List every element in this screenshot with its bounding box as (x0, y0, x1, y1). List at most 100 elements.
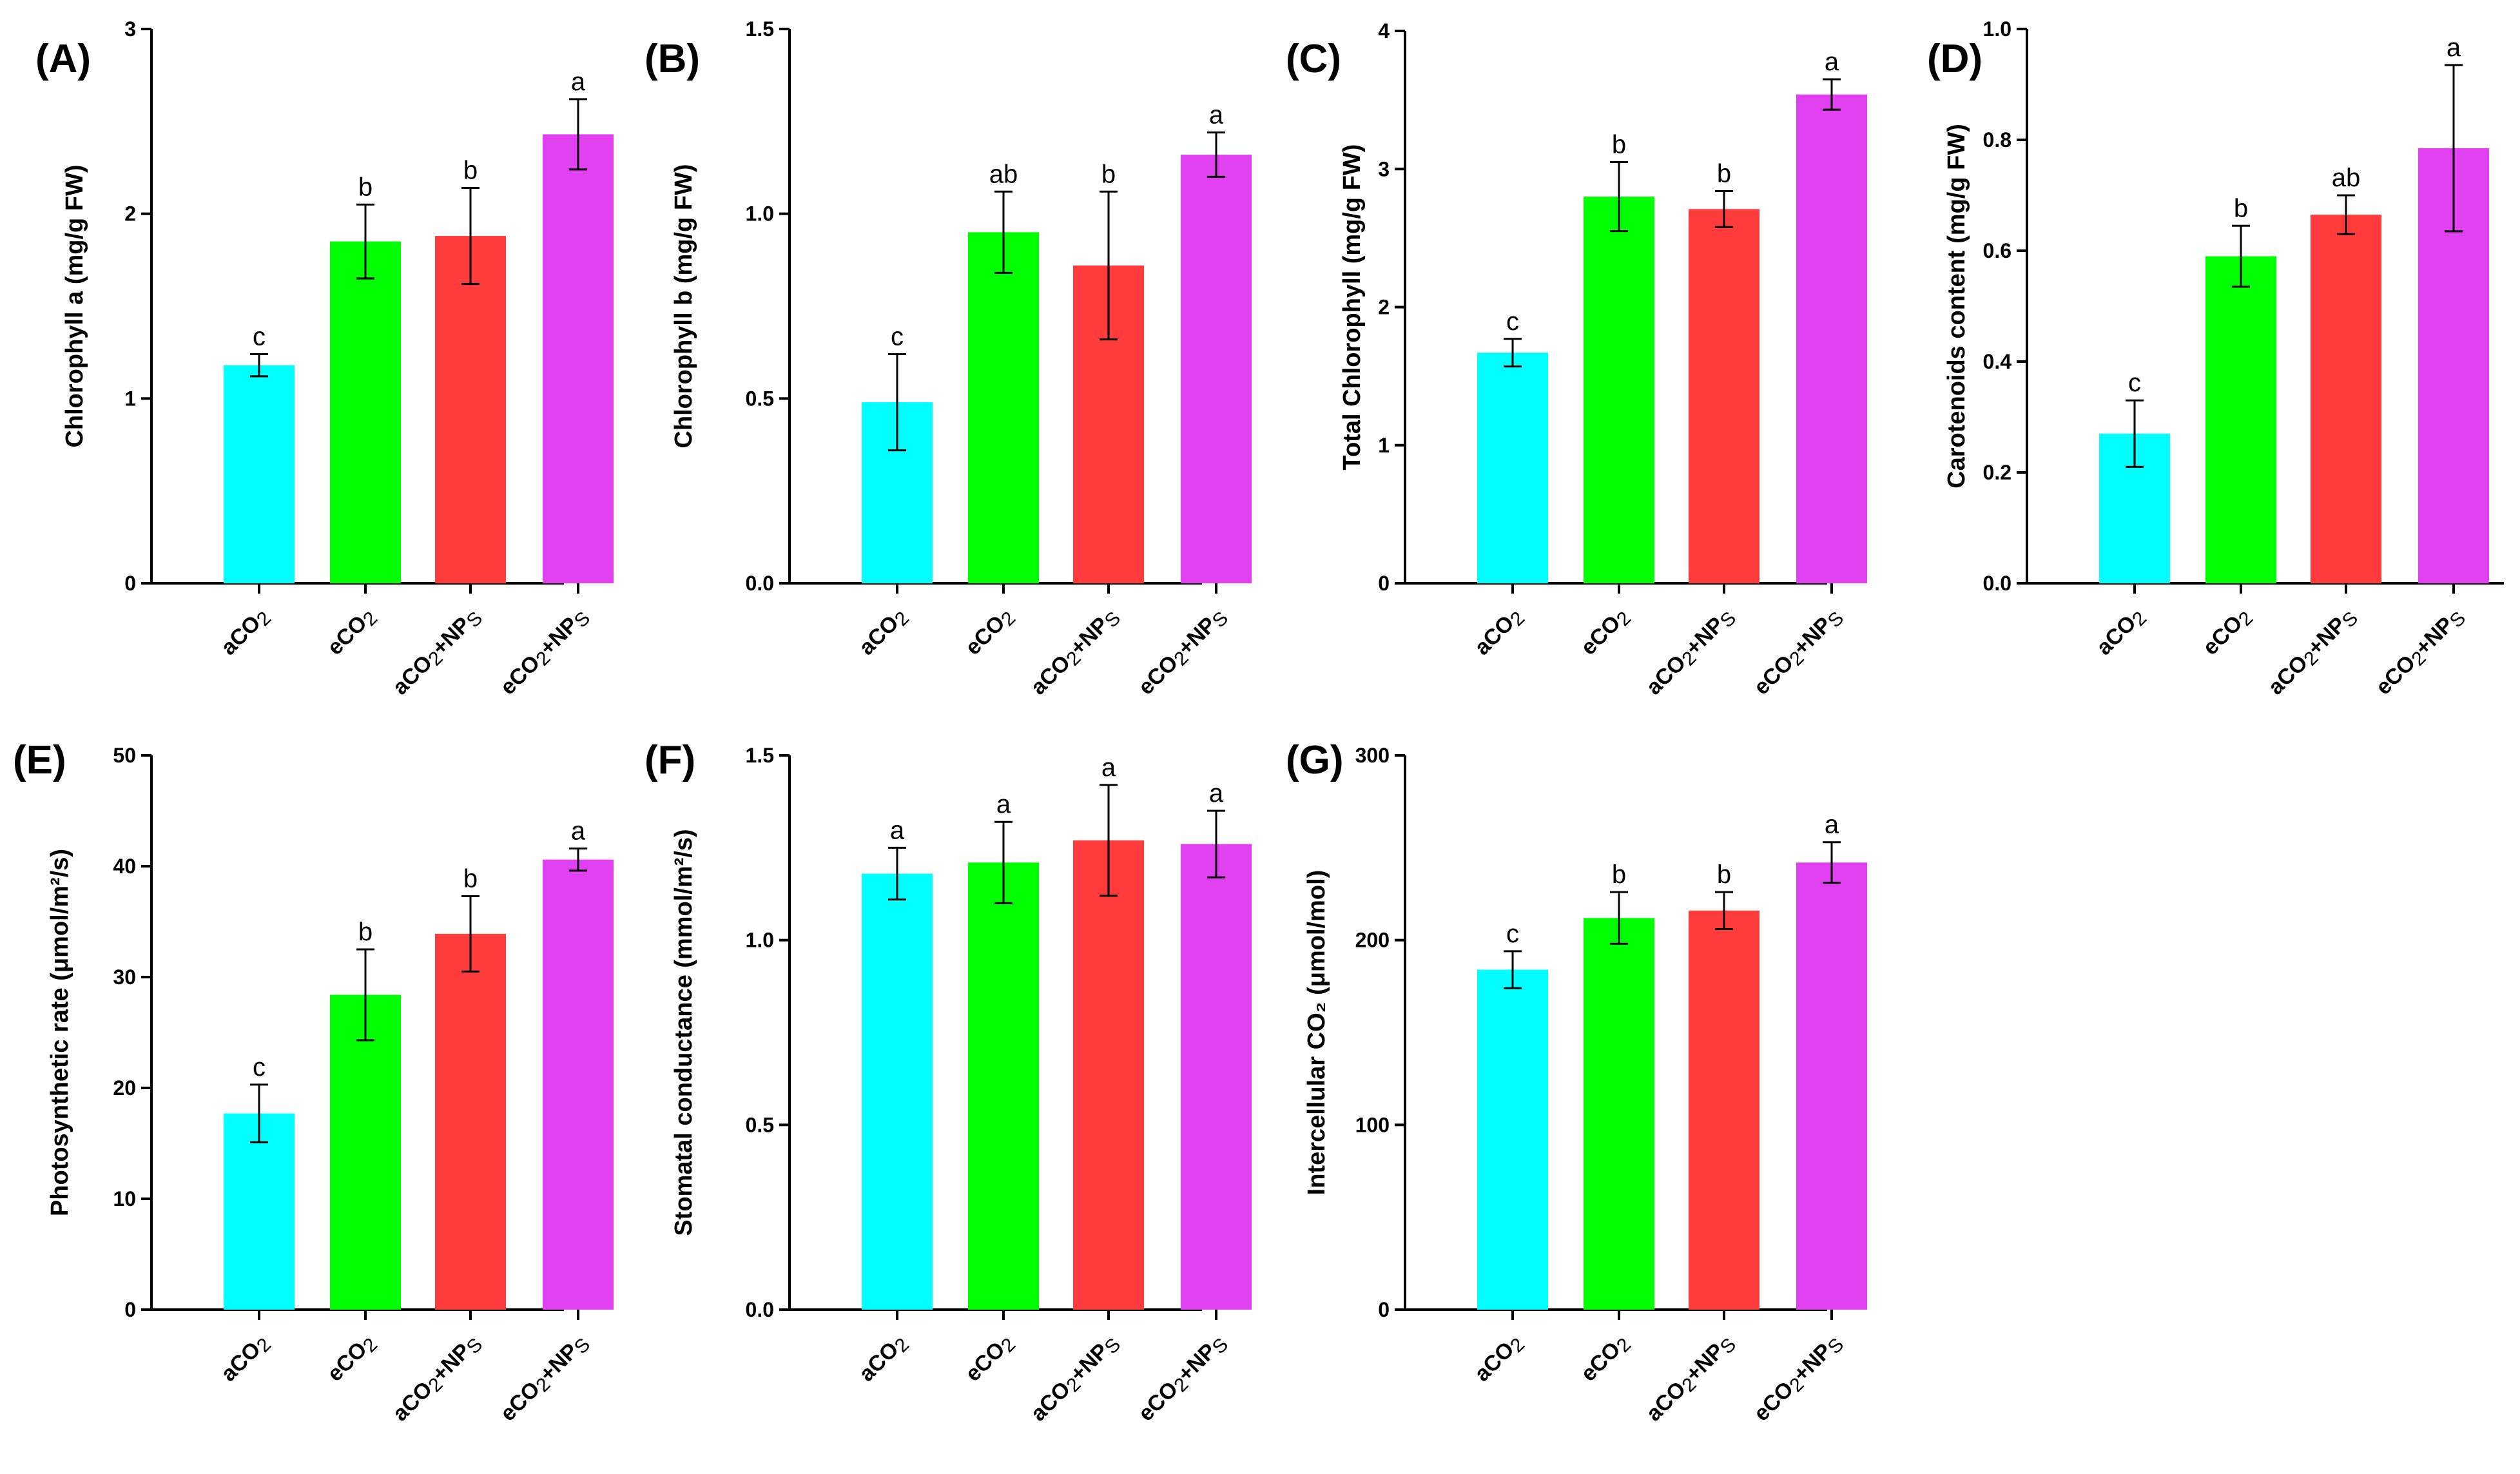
y-axis-label: Carotenoids content (mg/g FW) (1943, 124, 1970, 489)
y-tick-label: 0 (124, 1298, 136, 1321)
x-category-label: eCO2 (1576, 603, 1636, 663)
bar (862, 873, 933, 1310)
y-tick-label: 3 (124, 17, 136, 41)
x-category-label: eCO2+NPS (1134, 603, 1232, 702)
y-tick-label: 0.5 (746, 387, 774, 410)
bar (968, 232, 1039, 583)
y-tick-label: 200 (1355, 929, 1390, 952)
x-category-label: aCO2+NPS (2263, 603, 2362, 702)
y-axis-label: Intercellular CO₂ (μmol/mol) (1303, 870, 1330, 1196)
y-tick-label: 1.0 (746, 929, 774, 952)
panel-label: (C) (1286, 37, 1341, 81)
x-category-label: eCO2+NPS (496, 603, 594, 702)
x-category-label: aCO2+NPS (388, 1330, 487, 1428)
y-tick-label: 0 (124, 572, 136, 595)
significance-letter: b (358, 918, 373, 946)
y-tick-label: 10 (113, 1187, 136, 1210)
y-tick-label: 1.0 (746, 202, 774, 226)
x-category-label: eCO2+NPS (1749, 603, 1848, 702)
x-category-label: eCO2 (323, 603, 382, 663)
significance-letter: a (1825, 811, 1839, 839)
y-tick-label: 0.2 (1983, 461, 2011, 484)
significance-letter: c (253, 323, 266, 351)
significance-letter: b (1717, 160, 1731, 188)
y-tick-label: 0.8 (1983, 128, 2011, 151)
significance-letter: a (996, 790, 1011, 819)
bar (330, 241, 401, 584)
significance-letter: a (890, 816, 905, 844)
significance-letter: b (463, 157, 478, 185)
x-category-label: eCO2 (2198, 603, 2258, 663)
chart-panel-1: (A) 0 1 2 3 Chlorophyll a (mg/g FW) c aCO2 b eCO2… (35, 17, 614, 702)
significance-letter: ab (989, 160, 1018, 188)
y-axis-label: Chlorophyll b (mg/g FW) (670, 164, 697, 448)
chart-panel-3: (C) 0 1 2 3 4 Total Chlorophyll (mg/g FW) c aCO2… (1286, 19, 1867, 702)
x-category-label: aCO2+NPS (1026, 1330, 1125, 1428)
y-tick-label: 4 (1378, 19, 1390, 43)
bar (1689, 209, 1759, 583)
significance-letter: a (571, 817, 586, 845)
y-tick-label: 0.0 (746, 1298, 774, 1321)
significance-letter: c (1506, 307, 1519, 336)
y-tick-label: 0.5 (746, 1113, 774, 1136)
bar (1796, 94, 1867, 583)
y-tick-label: 100 (1355, 1113, 1390, 1136)
y-tick-label: 0 (1378, 1298, 1390, 1321)
significance-letter: a (1825, 48, 1839, 76)
significance-letter: b (2234, 194, 2248, 222)
y-tick-label: 40 (113, 855, 136, 878)
y-axis-label: Total Chlorophyll (mg/g FW) (1339, 144, 1366, 470)
bar (1181, 154, 1252, 583)
x-category-label: aCO2 (1470, 1330, 1529, 1389)
bar (435, 933, 506, 1310)
bar (1584, 197, 1654, 584)
bar (1477, 353, 1548, 583)
y-tick-label: 30 (113, 965, 136, 989)
x-category-label: eCO2+NPS (496, 1330, 594, 1428)
bar (224, 1113, 295, 1310)
bar (2311, 215, 2381, 584)
y-tick-label: 1.5 (746, 744, 774, 767)
x-category-label: aCO2 (2092, 603, 2151, 663)
bar (1689, 910, 1759, 1310)
panel-label: (G) (1286, 738, 1344, 782)
bar (1073, 840, 1144, 1310)
significance-letter: b (1612, 131, 1626, 159)
y-tick-label: 1.0 (1983, 17, 2011, 41)
significance-letter: c (1506, 920, 1519, 948)
bar (1181, 844, 1252, 1310)
bar (330, 994, 401, 1310)
significance-letter: a (2447, 34, 2461, 62)
significance-letter: b (463, 864, 478, 893)
x-category-label: eCO2 (323, 1330, 382, 1389)
y-tick-label: 0.4 (1983, 350, 2012, 373)
chart-panel-7: (G) 0 100 200 300 Intercellular CO₂ (μmol/mol… (1286, 738, 1867, 1426)
chart-panel-5: (E) 0 10 20 30 40 50 Photosynthetic rate (μmol/… (13, 738, 614, 1428)
x-category-label: aCO2 (217, 1330, 276, 1389)
x-category-label: eCO2 (961, 1330, 1020, 1389)
bar (224, 365, 295, 583)
x-category-label: aCO2+NPS (388, 603, 487, 702)
significance-letter: ab (2332, 164, 2361, 192)
significance-letter: b (1717, 860, 1731, 889)
significance-letter: a (1209, 101, 1224, 130)
significance-letter: a (1209, 779, 1224, 808)
chart-panel-2: (B) 0.0 0.5 1.0 1.5 Chlorophyll b (mg/g FW) c a… (645, 17, 1252, 702)
y-tick-label: 0.0 (746, 572, 774, 595)
x-category-label: aCO2 (1470, 603, 1529, 663)
significance-letter: c (2128, 369, 2141, 397)
x-category-label: aCO2 (855, 603, 914, 663)
y-tick-label: 300 (1355, 744, 1390, 767)
x-category-label: aCO2+NPS (1642, 603, 1740, 702)
x-category-label: eCO2+NPS (1134, 1330, 1232, 1428)
panel-label: (D) (1927, 37, 1982, 81)
y-axis-label: Stomatal conductance (mmol/m²/s) (670, 829, 697, 1236)
significance-letter: b (1101, 160, 1116, 188)
bar (2205, 256, 2276, 583)
bar (1796, 862, 1867, 1310)
x-category-label: eCO2 (961, 603, 1020, 663)
x-category-label: eCO2+NPS (2371, 603, 2470, 702)
chart-panel-6: (F) 0.0 0.5 1.0 1.5 Stomatal conductance (mmo… (645, 738, 1252, 1428)
bar (1477, 969, 1548, 1310)
bar (435, 236, 506, 584)
